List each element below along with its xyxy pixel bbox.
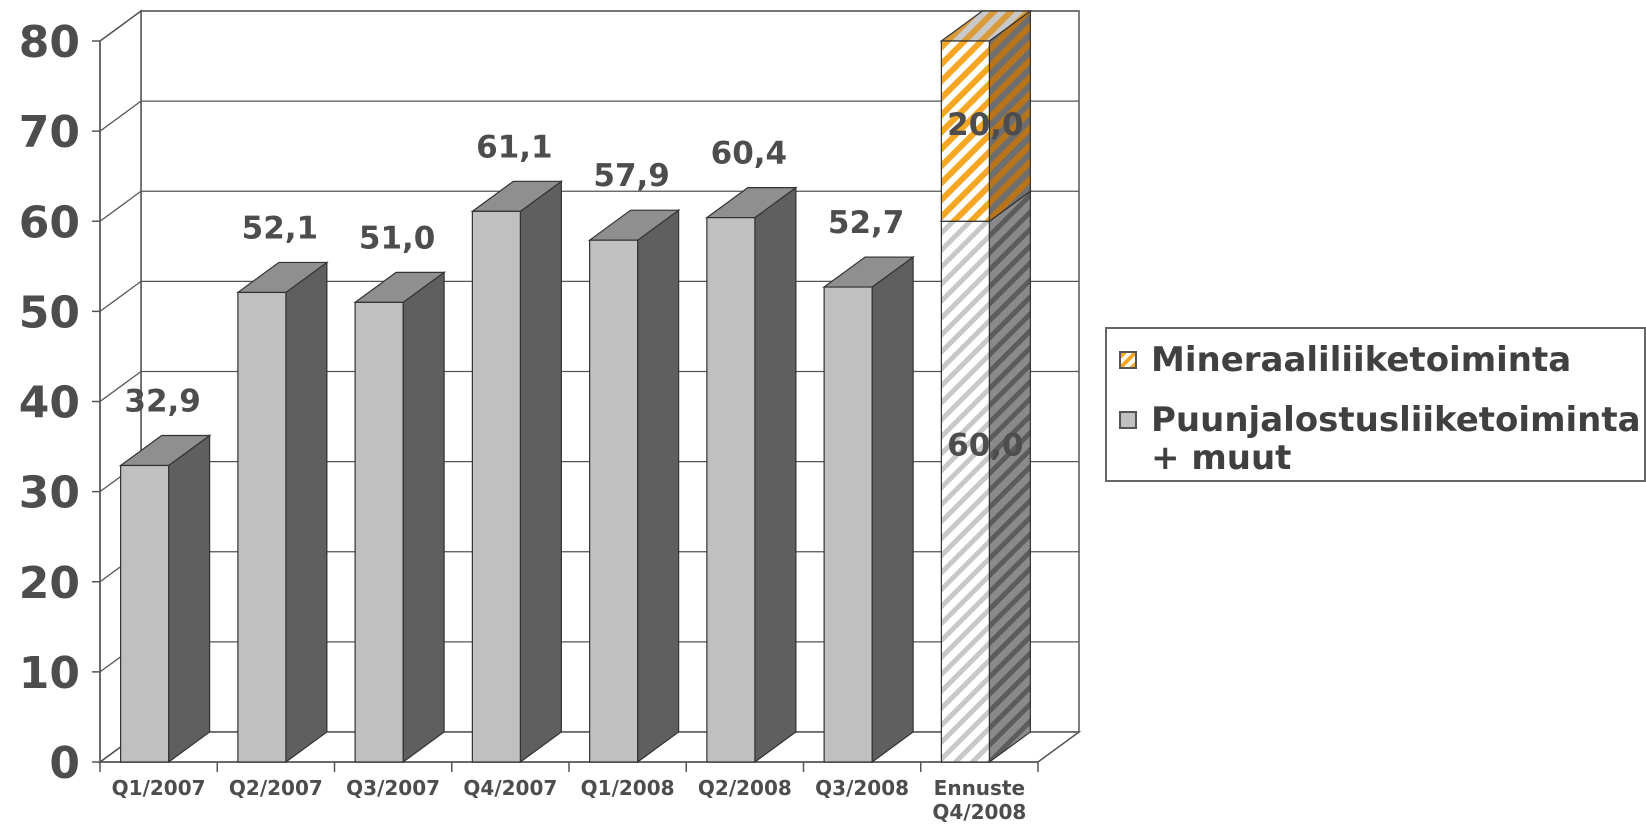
legend-swatch-mineraali: [1119, 351, 1137, 369]
bar-puunjalostus-side: [988, 190, 1031, 764]
bar-puunjalostus-front: [354, 301, 404, 763]
data-label: 57,9: [593, 158, 670, 194]
legend-item-puunjalostus: Puunjalostusliiketoiminta + muut: [1119, 401, 1641, 477]
bar-puunjalostus-front: [237, 291, 287, 763]
bar-puunjalostus-front: [120, 464, 170, 763]
bar-puunjalostus: [705, 186, 798, 764]
bar-puunjalostus-front: [823, 286, 873, 763]
bar-puunjalostus-front: [589, 239, 639, 763]
bar-mineraali: [939, 9, 1033, 223]
bar-puunjalostus-side: [519, 180, 562, 764]
y-tick-label: 40: [19, 378, 80, 429]
bar-puunjalostus: [587, 208, 681, 764]
data-label: 61,1: [476, 129, 553, 165]
legend-item-mineraali: Mineraaliliiketoiminta: [1119, 341, 1571, 379]
bar-puunjalostus: [118, 434, 212, 764]
x-tick-label: Q1/2008: [581, 776, 675, 800]
side-gridline: [99, 190, 142, 222]
bar-puunjalostus-side: [285, 261, 328, 764]
x-tick-label: Q1/2007: [112, 776, 206, 800]
bar-puunjalostus-front: [706, 217, 756, 763]
legend-swatch-puunjalostus: [1119, 411, 1137, 429]
side-gridline: [99, 370, 142, 403]
y-tick-label: 20: [19, 558, 80, 609]
y-tick-label: 60: [19, 197, 80, 248]
bar-puunjalostus: [822, 255, 915, 764]
bar-puunjalostus: [939, 190, 1033, 764]
x-tick-label: Q4/2007: [463, 776, 557, 800]
x-tick-label: Ennuste: [934, 776, 1025, 800]
y-tick-label: 50: [19, 287, 80, 338]
bar-mineraali-front: [940, 40, 990, 222]
legend-label-mineraali: Mineraaliliiketoiminta: [1151, 340, 1572, 380]
bar-puunjalostus: [353, 271, 446, 764]
data-label: 20,0: [947, 107, 1024, 143]
data-label: 52,1: [242, 210, 319, 246]
bar-puunjalostus-side: [637, 208, 680, 764]
data-label: 51,0: [359, 220, 436, 256]
legend-label-puunjalostus: Puunjalostusliiketoiminta + muut: [1151, 400, 1641, 478]
y-tick-label: 70: [19, 107, 80, 158]
bar-puunjalostus-front: [940, 220, 990, 763]
side-gridline: [99, 280, 142, 312]
bar-puunjalostus: [470, 180, 564, 764]
x-tick-label: Q3/2007: [346, 776, 440, 800]
x-tick-label: Q2/2008: [698, 776, 792, 800]
y-tick-label: 10: [19, 648, 80, 699]
bar-puunjalostus-side: [871, 255, 914, 764]
y-tick-label: 30: [19, 468, 80, 519]
side-gridline: [99, 10, 142, 42]
data-label: 60,4: [711, 136, 788, 172]
legend: Mineraaliliiketoiminta Puunjalostusliike…: [1105, 327, 1646, 482]
bar-puunjalostus-side: [754, 186, 797, 764]
y-tick-label: 0: [49, 738, 80, 789]
bar-puunjalostus-side: [402, 271, 445, 764]
x-tick-label: Q2/2007: [229, 776, 323, 800]
bar-puunjalostus-front: [471, 210, 521, 763]
x-tick-label: Q4/2008: [932, 800, 1026, 824]
bar-puunjalostus-side: [168, 434, 211, 764]
bar-puunjalostus: [236, 261, 329, 764]
side-gridline: [99, 100, 142, 132]
x-tick-label: Q3/2008: [815, 776, 909, 800]
data-label: 32,9: [124, 383, 201, 419]
data-label: 60,0: [947, 428, 1024, 464]
data-label: 52,7: [828, 205, 905, 241]
y-tick-label: 80: [19, 17, 80, 68]
